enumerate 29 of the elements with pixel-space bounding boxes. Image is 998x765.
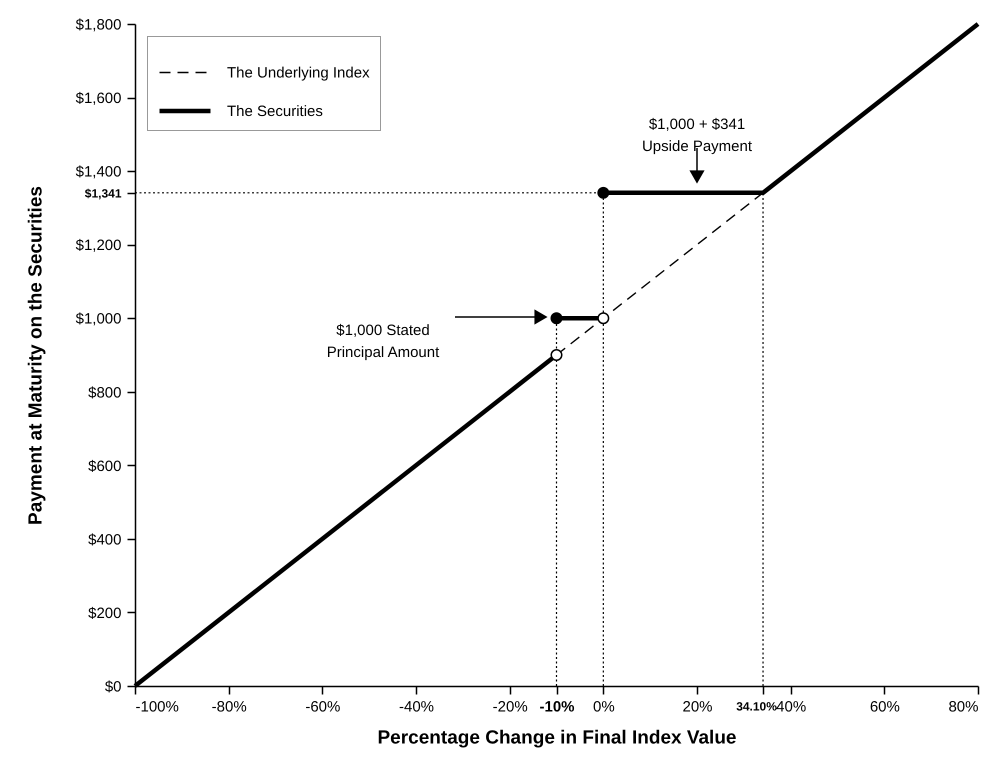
- x-tick-label: 40%: [776, 698, 806, 716]
- legend-label: The Securities: [227, 103, 323, 120]
- y-tick-label: $0: [104, 678, 122, 696]
- x-tick-label: -20%: [492, 698, 528, 716]
- x-tick-label: 20%: [682, 698, 713, 716]
- annotation: $1,000 + $341 Upside Payment: [642, 116, 753, 155]
- x-tick-label: -60%: [305, 698, 340, 716]
- y-tick-label: $1,200: [76, 237, 122, 254]
- y-axis-title: Payment at Maturity on the Securities: [26, 186, 47, 525]
- x-tick-label: 80%: [948, 698, 978, 716]
- x-tick-label: -80%: [212, 698, 247, 716]
- x-tick-label: -10%: [539, 698, 575, 716]
- x-tick-label: -40%: [398, 698, 434, 716]
- x-tick-label: 34.10%: [736, 700, 778, 714]
- y-tick-label: $1,800: [76, 16, 122, 34]
- y-tick-label: $200: [88, 604, 122, 622]
- x-tick-label: 0%: [592, 698, 615, 716]
- y-tick-label: $600: [88, 458, 122, 475]
- x-tick-label: -100%: [136, 698, 179, 716]
- x-tick-label: 60%: [870, 698, 900, 716]
- y-tick-label: $400: [88, 531, 122, 548]
- annotation: $1,000 Stated Principal Amount: [326, 322, 440, 361]
- y-tick-label: $1,400: [76, 164, 122, 181]
- x-axis-title: Percentage Change in Final Index Value: [378, 728, 736, 748]
- y-tick-label: $1,000: [76, 310, 122, 328]
- legend-label: The Underlying Index: [227, 64, 370, 82]
- y-tick-label: $1,341: [84, 186, 122, 200]
- y-tick-label: $800: [88, 384, 122, 402]
- y-tick-label: $1,600: [76, 90, 122, 108]
